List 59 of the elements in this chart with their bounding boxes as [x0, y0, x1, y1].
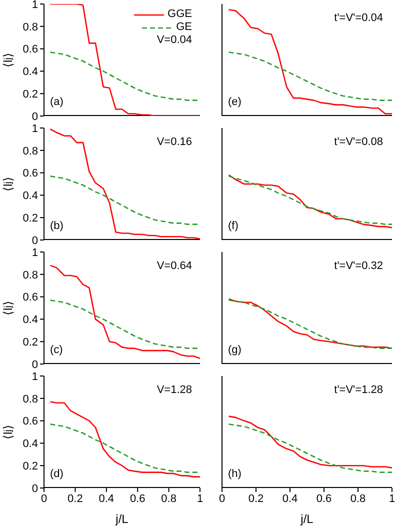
y-tick-label: 0.2 — [22, 212, 38, 225]
y-tick-label: 0.8 — [22, 269, 38, 282]
y-tick-label: 1 — [32, 122, 38, 135]
annotation: t'=V'=0.04 — [334, 12, 383, 24]
x-tick-label: 0.8 — [161, 492, 176, 505]
annotation: V=0.16 — [156, 136, 192, 148]
annotation: (g) — [228, 344, 242, 356]
annotation: (e) — [228, 96, 242, 108]
y-tick-label: 1 — [32, 370, 38, 383]
annotation: t'=V'=0.08 — [334, 136, 383, 148]
y-tick-label: 1 — [32, 0, 38, 11]
y-tick-label: 0 — [32, 482, 38, 495]
annotation: t'=V'=0.32 — [334, 260, 383, 272]
x-tick-label: 0.4 — [282, 492, 298, 505]
y-tick-label: 0.4 — [22, 438, 38, 450]
y-tick-label: 0 — [32, 110, 38, 123]
annotation: (d) — [50, 468, 64, 480]
legend-label: GE — [176, 21, 192, 34]
y-tick-label: 0.8 — [22, 21, 38, 34]
annotation: t'=V'=1.28 — [334, 384, 383, 396]
x-axis-title: j/L — [114, 512, 129, 526]
line-series — [50, 4, 200, 116]
y-tick-label: 0.2 — [22, 336, 38, 349]
annotation: (h) — [228, 468, 242, 480]
y-tick-label: 0 — [32, 358, 38, 371]
y-tick-label: 0.6 — [22, 44, 38, 56]
y-tick-label: 0.6 — [22, 292, 38, 304]
annotation: V=1.28 — [156, 384, 192, 396]
x-tick-label: 0.2 — [68, 492, 83, 505]
annotation: (a) — [50, 96, 64, 108]
y-tick-label: 0.4 — [22, 314, 38, 326]
x-tick-label: 0 — [40, 492, 48, 505]
y-tick-label: 0.6 — [22, 168, 38, 180]
y-tick-label: 0.6 — [22, 416, 38, 428]
y-tick-label: 0.4 — [22, 190, 38, 202]
annotation: (f) — [228, 220, 238, 232]
x-tick-label: 0.8 — [350, 492, 366, 505]
y-tick-label: 0.4 — [22, 66, 38, 78]
y-tick-label: 1 — [32, 246, 38, 259]
x-tick-label: 0.2 — [248, 492, 264, 505]
x-tick-label: 0 — [218, 492, 226, 505]
annotation: V=0.64 — [156, 260, 192, 272]
line-series — [50, 128, 200, 240]
x-axis-title: j/L — [300, 512, 314, 526]
y-tick-label: 0 — [32, 234, 38, 247]
x-tick-label: 0.6 — [316, 492, 332, 505]
annotation: V=0.04 — [156, 34, 192, 46]
legend-label: GGE — [168, 8, 192, 21]
x-tick-label: 0.4 — [98, 492, 114, 505]
annotation: (b) — [50, 220, 64, 232]
x-tick-label: 1 — [388, 492, 395, 505]
x-tick-label: 0.6 — [130, 492, 146, 505]
y-tick-label: 0.2 — [22, 460, 38, 473]
y-tick-label: 0.8 — [22, 393, 38, 406]
annotation: (c) — [50, 344, 63, 356]
line-series — [50, 401, 200, 478]
y-tick-label: 0.8 — [22, 145, 38, 158]
x-tick-label: 1 — [196, 492, 204, 505]
y-tick-label: 0.2 — [22, 88, 38, 101]
